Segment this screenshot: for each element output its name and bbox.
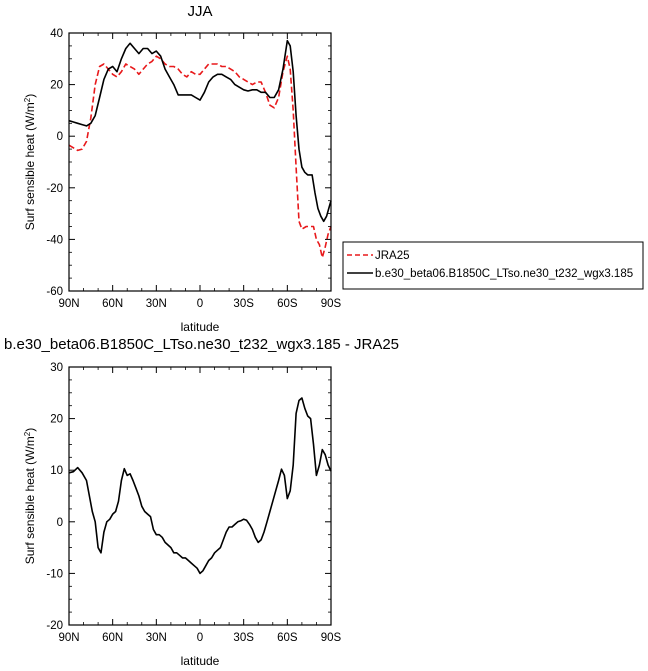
bottom-xtick-label: 60N (102, 632, 123, 644)
top-xtick-label: 0 (197, 298, 203, 310)
bottom-ytick-label: -10 (46, 568, 63, 580)
bottom-xtick-label: 90N (58, 632, 79, 644)
top-panel: JJA -60 -40 -20 0 20 40 90N 60N 30N 0 30S 60S 90S Su… (23, 3, 342, 334)
bottom-plot-area: -20 -10 0 10 20 30 90N 60N 30N 0 30S 60S 90S (46, 362, 341, 644)
svg-text:Surf sensible heat (W/m2): Surf sensible heat (W/m2) (23, 94, 38, 231)
legend: JRA25 b.e30_beta06.B1850C_LTso.ne30_t232… (342, 241, 644, 290)
top-ytick-label: 20 (50, 80, 63, 92)
top-ytick-label: 40 (50, 28, 63, 40)
svg-text:Surf sensible heat (W/m2): Surf sensible heat (W/m2) (23, 428, 38, 565)
top-xtick-label: 60S (277, 298, 298, 310)
legend-label-jra25: JRA25 (375, 250, 410, 262)
bottom-chart-title: b.e30_beta06.B1850C_LTso.ne30_t232_wgx3.… (4, 336, 399, 353)
top-series-jra25-line (68, 55, 332, 259)
bottom-ytick-label: 10 (50, 465, 63, 477)
top-plot-frame (68, 32, 332, 292)
legend-box (342, 241, 644, 290)
bottom-ytick-label: 30 (50, 362, 63, 374)
top-chart-title: JJA (187, 3, 212, 20)
top-xtick-label: 90N (58, 298, 79, 310)
bottom-plot-frame (68, 366, 332, 626)
bottom-xtick-label: 30N (146, 632, 167, 644)
bottom-xtick-label: 60S (277, 632, 298, 644)
top-y-axis-label: Surf sensible heat (W/m2) (23, 94, 38, 231)
bottom-panel: b.e30_beta06.B1850C_LTso.ne30_t232_wgx3.… (4, 336, 399, 668)
top-xtick-label: 30S (233, 298, 254, 310)
top-ytick-label: -60 (46, 286, 63, 298)
top-ytick-label: -20 (46, 183, 63, 195)
legend-label-model: b.e30_beta06.B1850C_LTso.ne30_t232_wgx3.… (375, 268, 633, 280)
top-xtick-label: 60N (102, 298, 123, 310)
top-series-b-e30-beta06-b1850c--line (68, 39, 332, 223)
top-plot-area: -60 -40 -20 0 20 40 90N 60N 30N 0 30S 60S 90S (46, 28, 341, 310)
top-xtick-label: 30N (146, 298, 167, 310)
top-xtick-label: 90S (321, 298, 342, 310)
top-ytick-label: 0 (57, 131, 63, 143)
top-x-axis-label: latitude (181, 320, 220, 334)
bottom-xtick-label: 0 (197, 632, 203, 644)
top-ytick-label: -40 (46, 234, 63, 246)
bottom-ytick-label: -20 (46, 620, 63, 632)
bottom-xtick-label: 30S (233, 632, 254, 644)
bottom-series-difference-line (68, 397, 332, 575)
bottom-y-axis-label: Surf sensible heat (W/m2) (23, 428, 38, 565)
bottom-xtick-label: 90S (321, 632, 342, 644)
bottom-ytick-label: 0 (57, 517, 63, 529)
bottom-x-axis-label: latitude (181, 654, 220, 668)
bottom-ytick-label: 20 (50, 414, 63, 426)
